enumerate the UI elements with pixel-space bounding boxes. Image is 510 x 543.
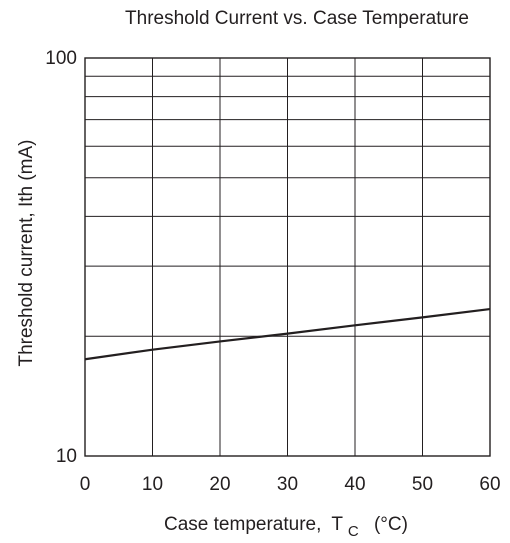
series-line xyxy=(84,307,491,361)
x-tick-label: 0 xyxy=(80,474,91,495)
x-tick-label: 50 xyxy=(412,474,433,495)
x-axis-label: Case temperature, T C (°C) xyxy=(164,514,408,541)
x-tick-label: 30 xyxy=(277,474,298,495)
grid-layer xyxy=(85,58,490,456)
y-tick-label: 100 xyxy=(45,48,77,69)
y-tick-label: 10 xyxy=(56,446,77,467)
plot-frame xyxy=(84,57,491,457)
x-tick-label: 10 xyxy=(142,474,163,495)
x-tick-label: 60 xyxy=(479,474,500,495)
x-tick-label: 20 xyxy=(209,474,230,495)
series-layer xyxy=(84,307,491,361)
chart-title: Threshold Current vs. Case Temperature xyxy=(125,8,469,29)
x-tick-label: 40 xyxy=(344,474,365,495)
x-axis-label-text: Case temperature, xyxy=(164,514,321,535)
axes-layer xyxy=(84,57,491,457)
x-axis-label-subscript: C xyxy=(348,523,359,540)
x-axis-label-unit: (°C) xyxy=(374,514,408,535)
x-axis-label-symbol: T xyxy=(331,514,343,535)
y-axis-label: Threshold current, Ith (mA) xyxy=(16,139,37,366)
